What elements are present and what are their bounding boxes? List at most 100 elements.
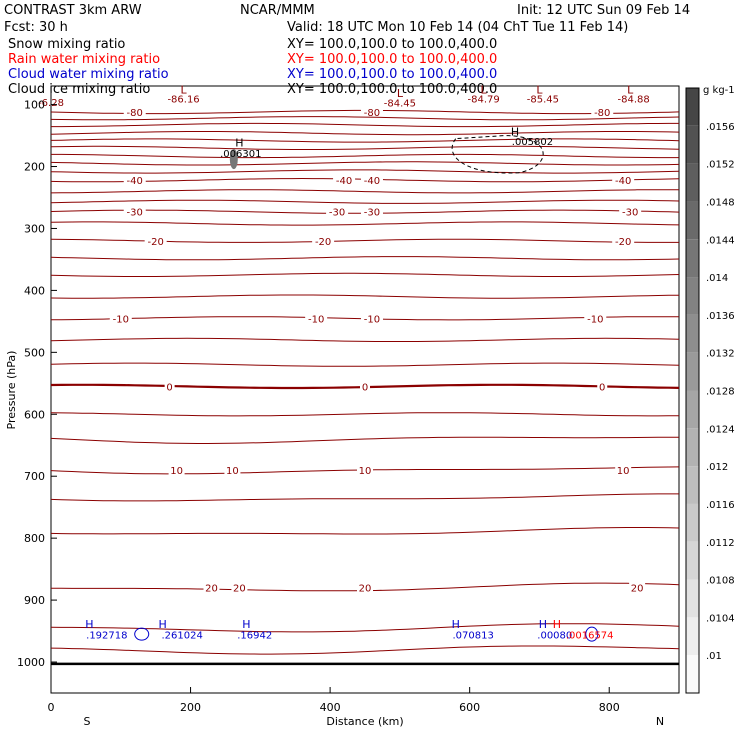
extremum-mark: H <box>452 618 460 631</box>
y-axis-title: Pressure (hPa) <box>5 351 18 430</box>
contour-label-bg <box>109 312 132 325</box>
contour-label: -30 <box>329 208 345 219</box>
contour-label: 10 <box>170 466 183 477</box>
contour-label: -40 <box>336 176 352 187</box>
extremum-mark: H <box>85 618 93 631</box>
field-xy-cloud-water: XY= 100.0,100.0 to 100.0,400.0 <box>287 67 497 82</box>
extremum-mark: H <box>235 137 243 150</box>
extremum-value: -86.16 <box>167 95 199 106</box>
colorbar-swatch <box>686 314 699 353</box>
x-axis-title: Distance (km) <box>326 715 403 728</box>
colorbar-swatch <box>686 201 699 240</box>
extremum-mark: H <box>242 618 250 631</box>
extremum-mark: H <box>553 618 561 631</box>
isotherm-contour <box>50 199 680 204</box>
x-tick-label: 800 <box>599 701 620 714</box>
colorbar-swatch <box>686 579 699 618</box>
x-tick-label: 200 <box>180 701 201 714</box>
hydrometeor-features <box>134 135 599 642</box>
contour-label: -80 <box>364 108 380 119</box>
extremum-value: .00080 <box>537 630 572 641</box>
contour-label: 10 <box>617 466 630 477</box>
isotherm-contour <box>50 131 680 136</box>
contour-label: -40 <box>615 176 631 187</box>
contour-label-bg <box>231 581 248 594</box>
isotherm-contour <box>50 221 680 226</box>
extremum-mark: H <box>511 126 519 139</box>
colorbar-label: .0116 <box>706 500 735 511</box>
contour-label: -10 <box>587 314 603 325</box>
contour-label-bg <box>144 234 167 247</box>
isotherm-contour <box>50 412 679 417</box>
contour-label: -20 <box>315 237 331 248</box>
y-tick-label: 100 <box>24 99 45 112</box>
y-tick-label: 900 <box>24 594 45 607</box>
model-title: CONTRAST 3km ARW <box>4 3 142 18</box>
contour-label-bg <box>591 106 614 119</box>
colorbar-label: .0104 <box>706 613 735 624</box>
contour-label: 20 <box>233 584 246 595</box>
colorbar-swatch <box>686 163 699 202</box>
field-name-cloud-ice: Cloud ice mixing ratio <box>8 82 150 97</box>
isotherm-contour <box>50 362 680 367</box>
colorbar-swatch <box>686 390 699 429</box>
isotherm-contour <box>50 337 680 342</box>
contour-label-bg <box>123 205 146 218</box>
isotherm-contour <box>50 527 680 535</box>
y-tick-label: 400 <box>24 284 45 297</box>
y-tick-label: 200 <box>24 161 45 174</box>
contour-label-bg <box>203 581 220 594</box>
isotherm-contour <box>50 169 680 174</box>
colorbar-label: .0124 <box>706 424 735 435</box>
contour-label: -30 <box>127 208 143 219</box>
isotherm-contour <box>50 161 680 166</box>
colorbar-label: .0144 <box>706 235 735 246</box>
extremum-mark: L <box>181 83 188 96</box>
contour-label-bg <box>612 234 635 247</box>
extremum-mark: L <box>481 83 488 96</box>
cloud-water-cell <box>134 627 150 641</box>
isotherm-contour <box>50 256 680 261</box>
field-xy-cloud-ice: XY= 100.0,100.0 to 100.0,400.0 <box>287 82 497 97</box>
field-xy-snow: XY= 100.0,100.0 to 100.0,400.0 <box>287 37 497 52</box>
extremum-value: .261024 <box>162 630 203 641</box>
contour-label-bg <box>615 464 632 477</box>
y-tick-label: 1000 <box>17 656 45 669</box>
contour-label: -30 <box>364 208 380 219</box>
colorbar-label: .0112 <box>706 538 735 549</box>
colorbar-label: .0132 <box>706 349 735 360</box>
y-tick-label: 800 <box>24 532 45 545</box>
colorbar-swatch <box>686 617 699 656</box>
colorbar-label: .012 <box>706 462 728 473</box>
contour-label-bg <box>123 174 146 187</box>
isotherm-contour <box>50 272 680 277</box>
contour-label: -40 <box>127 176 143 187</box>
contour-label-bg <box>360 106 383 119</box>
contour-label-bg <box>360 380 370 393</box>
contour-label: 20 <box>359 584 372 595</box>
isotherm-contour <box>50 436 680 444</box>
contour-label: 0 <box>362 382 368 393</box>
extremum-value: -6.28 <box>38 98 64 109</box>
colorbar-label: .014 <box>706 273 728 284</box>
y-tick-label: 700 <box>24 470 45 483</box>
contour-label-bg <box>360 205 383 218</box>
contour-label-bg <box>305 312 328 325</box>
colorbar-label: .0108 <box>706 576 735 587</box>
colorbar-swatch <box>686 88 699 126</box>
plot-frame <box>50 85 680 694</box>
colorbar: .0156 .0152 .0148 .0144 .014 .0136 .0132 .0128.… <box>685 87 735 694</box>
colorbar-label: .0148 <box>706 197 735 208</box>
x-tick-label: 400 <box>320 701 341 714</box>
extremum-value: .192718 <box>86 630 127 641</box>
field-name-rain: Rain water mixing ratio <box>8 52 160 67</box>
cloud-water-cell <box>585 626 599 642</box>
extremum-value: .16942 <box>237 630 272 641</box>
contour-label-bg <box>123 106 146 119</box>
colorbar-label: .0152 <box>706 160 735 171</box>
isotherm-contour <box>50 623 680 633</box>
extrema-labels: -6.28L-86.16L-84.45L-84.79L-85.45L-84.88… <box>38 83 650 641</box>
south-label: S <box>84 715 91 728</box>
colorbar-swatch <box>686 428 699 467</box>
